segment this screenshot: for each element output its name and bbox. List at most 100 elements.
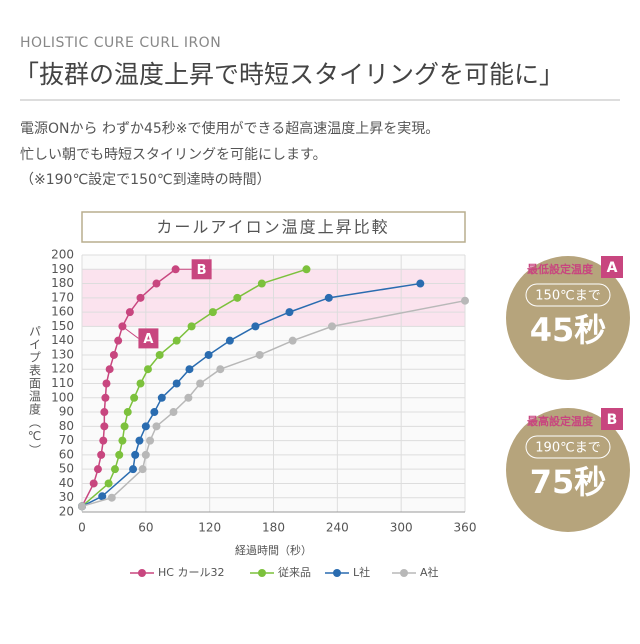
data-point: [97, 450, 106, 459]
data-point: [152, 422, 161, 431]
data-point: [146, 436, 155, 445]
data-point: [155, 350, 164, 359]
data-point: [110, 465, 119, 474]
data-point: [143, 365, 152, 374]
data-point: [328, 322, 337, 331]
series-line: [81, 282, 421, 507]
x-tick-label: 60: [138, 521, 153, 535]
data-point: [118, 436, 127, 445]
badge-letter: A: [607, 260, 618, 276]
badge-pill: [525, 283, 611, 307]
y-tick-label: 20: [59, 505, 74, 519]
y-tick-label: 70: [59, 433, 74, 447]
annotation-line: [122, 325, 139, 339]
x-tick-label: 180: [262, 521, 285, 535]
annotation-label: B: [197, 263, 207, 278]
badge-caption: 最高設定温度: [527, 414, 594, 428]
data-point: [233, 293, 242, 302]
data-point: [107, 493, 116, 502]
desc-line: 電源ONから わずか45秒※で使用ができる超高速温度上昇を実現。: [20, 120, 439, 137]
x-tick-label: 360: [454, 521, 477, 535]
data-point: [98, 492, 107, 501]
y-tick-label: 150: [51, 319, 74, 333]
y-tick-label: 160: [51, 305, 74, 319]
badge-time: 45秒: [530, 311, 607, 349]
data-point: [185, 365, 194, 374]
y-tick-label: 40: [59, 476, 74, 490]
annotation-box: [138, 328, 159, 349]
legend-dot: [400, 569, 408, 577]
legend-label: 従来品: [278, 566, 311, 579]
badge: [506, 256, 630, 380]
data-point: [288, 336, 297, 345]
data-point: [187, 322, 196, 331]
data-point: [115, 450, 124, 459]
data-point: [216, 365, 225, 374]
data-point: [125, 308, 134, 317]
data-point: [169, 408, 178, 417]
data-point: [129, 465, 138, 474]
y-tick-label: 50: [59, 462, 74, 476]
badge: [506, 408, 630, 532]
data-point: [196, 379, 205, 388]
badge-caption: 最低設定温度: [527, 262, 594, 276]
badge-temp: 190℃まで: [535, 441, 600, 456]
data-point: [78, 502, 86, 511]
y-tick-label: 100: [51, 390, 74, 404]
legend-dot: [258, 569, 266, 577]
y-tick-label: 130: [51, 347, 74, 361]
data-point: [136, 379, 145, 388]
data-point: [109, 350, 118, 359]
data-point: [172, 379, 181, 388]
data-point: [257, 279, 266, 288]
desc-line: 忙しい朝でも時短スタイリングを可能にします。: [20, 147, 327, 163]
data-point: [105, 365, 114, 374]
data-point: [130, 393, 139, 402]
data-point: [285, 308, 294, 317]
y-tick-label: 140: [51, 333, 74, 347]
legend-dot: [333, 569, 341, 577]
badge-pill: [525, 435, 611, 459]
legend-dot: [138, 569, 146, 577]
data-point: [138, 465, 147, 474]
y-axis-title: パイプ表面温度（℃）: [28, 325, 42, 457]
legend-label: A社: [420, 565, 439, 579]
data-point: [184, 393, 193, 402]
heading: 「抜群の温度上昇で時短スタイリングを可能に」: [14, 60, 564, 89]
x-tick-label: 0: [78, 521, 86, 535]
data-point: [172, 336, 181, 345]
badge-temp: 150℃まで: [535, 289, 600, 304]
data-point: [89, 479, 98, 488]
data-point: [141, 450, 150, 459]
data-point: [120, 422, 129, 431]
data-point: [135, 436, 144, 445]
y-tick-label: 90: [59, 405, 74, 419]
data-point: [302, 265, 311, 274]
y-tick-label: 120: [51, 362, 74, 376]
legend-label: L社: [353, 565, 370, 579]
badge-letter-box: [601, 256, 623, 278]
x-tick-label: 300: [390, 521, 413, 535]
y-tick-label: 30: [59, 490, 74, 504]
annotation-box: [191, 259, 212, 280]
badge-letter: B: [607, 412, 618, 428]
x-axis-title: 経過時間（秒）: [235, 543, 312, 557]
data-point: [152, 279, 161, 288]
x-tick-label: 240: [326, 521, 349, 535]
y-tick-label: 180: [51, 276, 74, 290]
data-point: [208, 308, 217, 317]
chart-title: カールアイロン温度上昇比較: [156, 218, 389, 237]
x-tick-label: 120: [198, 521, 221, 535]
data-point: [324, 293, 333, 302]
y-tick-label: 190: [51, 262, 74, 276]
data-point: [157, 393, 166, 402]
data-point: [251, 322, 260, 331]
data-point: [99, 436, 108, 445]
badge-letter-box: [601, 408, 623, 430]
data-point: [104, 479, 113, 488]
y-tick-label: 110: [51, 376, 74, 390]
badge-time: 75秒: [530, 463, 607, 501]
data-point: [101, 393, 110, 402]
data-point: [225, 336, 234, 345]
